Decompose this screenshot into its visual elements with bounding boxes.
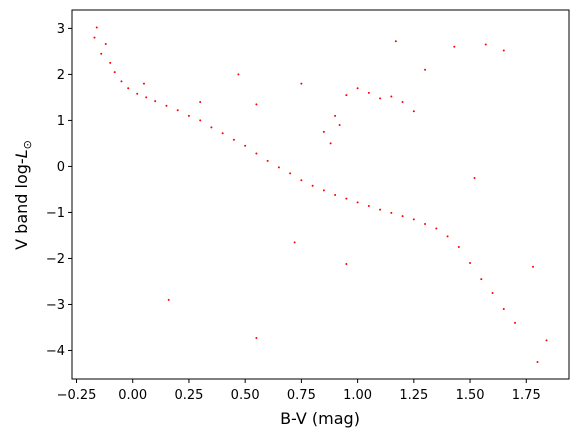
x-tick-label: 0.50 <box>231 388 260 403</box>
data-point <box>210 126 213 129</box>
data-point <box>165 104 168 107</box>
x-tick-label: 1.00 <box>343 388 372 403</box>
data-point <box>93 36 96 39</box>
data-point <box>424 222 427 225</box>
data-point <box>100 52 103 55</box>
x-tick-label: −0.25 <box>57 388 97 403</box>
data-point <box>109 61 112 64</box>
data-point <box>187 114 190 117</box>
data-point <box>232 138 235 141</box>
y-axis-title-subscript: ⊙ <box>21 140 34 149</box>
y-tick-label: −1 <box>46 206 65 221</box>
data-point <box>424 68 427 71</box>
x-tick-label: 1.75 <box>512 388 541 403</box>
data-point <box>113 71 116 74</box>
data-point <box>412 110 415 113</box>
data-point <box>329 142 332 145</box>
data-point <box>255 337 258 340</box>
data-point <box>401 101 404 104</box>
data-point <box>412 218 415 221</box>
data-point <box>104 43 107 46</box>
y-tick-label: 3 <box>57 22 65 37</box>
data-point <box>154 100 157 103</box>
data-point <box>338 124 341 127</box>
y-tick-label: 2 <box>57 68 65 83</box>
data-point <box>345 262 348 265</box>
data-point <box>514 321 517 324</box>
data-point <box>379 208 382 211</box>
data-point <box>356 87 359 90</box>
data-point <box>545 339 548 342</box>
y-axis-title-symbol: L <box>12 149 31 158</box>
y-tick-label: −3 <box>46 298 65 313</box>
data-point <box>536 360 539 363</box>
x-tick-label: 1.25 <box>399 388 428 403</box>
data-point <box>390 211 393 214</box>
data-point <box>345 94 348 97</box>
data-point <box>255 103 258 106</box>
data-point <box>266 159 269 162</box>
x-axis-title: B-V (mag) <box>280 409 360 428</box>
data-point <box>394 40 397 43</box>
data-point <box>484 43 487 46</box>
y-tick-label: −4 <box>46 344 65 359</box>
data-point <box>502 308 505 311</box>
data-point <box>199 101 202 104</box>
y-axis-title: V band log-L⊙ <box>12 140 34 250</box>
data-point <box>293 241 296 244</box>
data-point <box>367 91 370 94</box>
y-axis-title-text: V band log- <box>12 158 31 250</box>
x-tick-label: 0.25 <box>174 388 203 403</box>
data-point <box>311 184 314 187</box>
data-point <box>167 298 170 301</box>
data-point <box>136 92 139 95</box>
data-point <box>221 132 224 135</box>
data-point <box>446 235 449 238</box>
data-point <box>127 87 130 90</box>
data-point <box>390 95 393 98</box>
data-point <box>379 97 382 100</box>
data-point <box>145 96 148 99</box>
data-point <box>435 227 438 230</box>
data-point <box>345 197 348 200</box>
data-point <box>142 82 145 85</box>
x-tick-label: 1.50 <box>456 388 485 403</box>
y-axis: 3 2 1 0 −1 −2 −3 −4 <box>46 22 72 359</box>
y-tick-label: 0 <box>57 160 65 175</box>
data-point <box>120 80 123 83</box>
data-point <box>176 109 179 112</box>
x-tick-label: 0.75 <box>287 388 316 403</box>
data-point <box>237 73 240 76</box>
data-point <box>334 114 337 117</box>
data-point <box>300 82 303 85</box>
data-point <box>322 189 325 192</box>
data-point <box>473 176 476 179</box>
data-point <box>367 205 370 207</box>
data-point <box>453 45 456 48</box>
x-axis: −0.25 0.00 0.25 0.50 0.75 1.00 1.25 1.50 1.75 <box>57 379 541 403</box>
data-point <box>300 179 303 182</box>
data-points <box>93 26 548 363</box>
data-point <box>277 166 280 169</box>
data-point <box>334 193 337 196</box>
data-point <box>289 172 292 175</box>
data-point <box>199 119 202 122</box>
data-point <box>244 144 247 147</box>
data-point <box>469 262 472 265</box>
data-point <box>491 291 494 294</box>
data-point <box>480 278 483 281</box>
x-tick-label: 0.00 <box>118 388 147 403</box>
plot-area-frame <box>71 9 570 380</box>
data-point <box>255 152 258 155</box>
data-point <box>356 201 359 204</box>
data-point <box>95 26 98 29</box>
data-point <box>401 215 404 218</box>
data-point <box>322 130 325 133</box>
y-tick-label: 1 <box>57 114 65 129</box>
data-point <box>457 245 460 248</box>
data-point <box>502 49 505 52</box>
y-tick-label: −2 <box>46 252 65 267</box>
data-point <box>532 265 535 268</box>
